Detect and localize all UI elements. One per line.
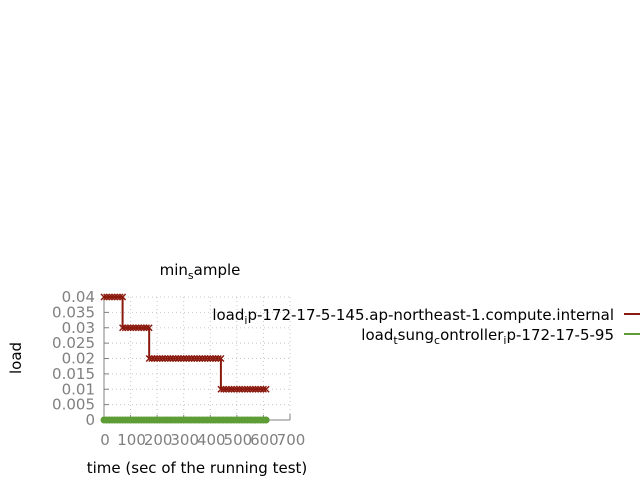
series-1-point	[249, 385, 257, 393]
series-2	[100, 416, 270, 424]
x-axis-label: time (sec of the running test)	[87, 459, 308, 477]
y-tick-label: 0	[85, 411, 95, 429]
series-1-point	[172, 354, 180, 363]
series-1-point	[217, 385, 225, 393]
legend-label-series-2: loadtsungcontrollerip-172-17-5-95	[361, 326, 614, 347]
y-tick-label: 0.02	[62, 350, 95, 368]
x-tick-label: 300	[170, 431, 199, 449]
series-1-point	[259, 385, 267, 393]
series-1-point	[108, 293, 116, 301]
series-1-point	[180, 354, 188, 363]
series-1-point	[148, 354, 156, 363]
y-tick-label: 0.04	[62, 288, 95, 306]
series-1-point	[220, 385, 228, 393]
series-1-point	[105, 293, 113, 301]
series-1-point	[246, 385, 254, 393]
series-1-point	[121, 324, 129, 332]
y-tick-label: 0.035	[52, 303, 95, 321]
series-1-point	[185, 354, 193, 363]
series-1-point	[209, 354, 217, 363]
y-tick-label: 0.015	[52, 365, 95, 383]
series-1-point	[217, 354, 225, 363]
series-1-point	[150, 354, 159, 363]
series-1-point	[262, 385, 270, 393]
series-1-point	[204, 354, 212, 363]
series-1-point	[257, 385, 265, 393]
series-1-point	[158, 354, 166, 363]
x-tick-label: 700	[277, 431, 306, 449]
series-1-point	[212, 354, 220, 363]
series-1-point	[196, 354, 204, 363]
x-tick-label: 200	[144, 431, 173, 449]
series-1-point	[243, 385, 252, 393]
series-1-point	[111, 293, 119, 301]
series-1-point	[254, 385, 262, 393]
series-1-point	[233, 385, 241, 393]
series-1-point	[201, 354, 209, 363]
series-1-point	[142, 324, 151, 332]
series-1-point	[230, 385, 238, 393]
series-1-point	[182, 354, 190, 363]
series-1-point	[222, 385, 230, 393]
plot-series	[100, 293, 270, 424]
series-1	[100, 293, 270, 393]
series-2-point	[262, 416, 270, 424]
series-1-point	[119, 293, 127, 301]
series-1-point	[145, 354, 153, 363]
series-1-point	[169, 354, 177, 363]
series-1-point	[206, 354, 214, 363]
y-axis-label: load	[7, 342, 25, 374]
series-1-point	[198, 354, 206, 363]
legend-label-series-1: loadip-172-17-5-145.ap-northeast-1.compu…	[212, 306, 614, 327]
x-tick-label: 400	[197, 431, 226, 449]
series-1-point	[145, 324, 153, 332]
series-1-point	[119, 324, 127, 332]
series-1-point	[188, 354, 196, 363]
series-1-point	[113, 293, 121, 301]
x-tick-label: 100	[117, 431, 146, 449]
y-tick-label: 0.005	[52, 396, 95, 414]
series-1-point	[225, 385, 233, 393]
y-tick-label: 0.03	[62, 319, 95, 337]
series-1-point	[124, 324, 132, 332]
series-1-point	[235, 385, 244, 393]
series-1-point	[161, 354, 169, 363]
series-1-point	[228, 385, 236, 393]
series-1-point	[166, 354, 174, 363]
series-1-point	[251, 385, 259, 393]
series-1-point	[127, 324, 135, 332]
series-1-point	[103, 293, 111, 301]
y-tick-label: 0.025	[52, 334, 95, 352]
series-1-point	[214, 354, 222, 363]
series-1-point	[140, 324, 148, 332]
series-1-point	[135, 324, 143, 332]
y-tick-label: 0.01	[62, 380, 95, 398]
series-1-point	[100, 293, 108, 301]
series-1-point	[190, 354, 198, 363]
x-tick-label: 0	[100, 431, 110, 449]
series-1-point	[164, 354, 172, 363]
series-1-point	[129, 324, 137, 332]
series-1-point	[153, 354, 161, 363]
series-1-point	[238, 385, 246, 393]
chart-title: minsample	[160, 261, 241, 282]
series-1-point	[174, 354, 182, 363]
x-tick-label: 600	[250, 431, 279, 449]
legend: loadip-172-17-5-145.ap-northeast-1.compu…	[212, 306, 640, 347]
series-1-point	[137, 324, 145, 332]
series-1-point	[156, 354, 164, 363]
x-tick-label: 500	[224, 431, 253, 449]
series-1-point	[177, 354, 185, 363]
series-1-point	[241, 385, 249, 393]
series-1-point	[132, 324, 140, 332]
series-1-point	[193, 354, 201, 363]
series-1-point	[116, 293, 124, 301]
